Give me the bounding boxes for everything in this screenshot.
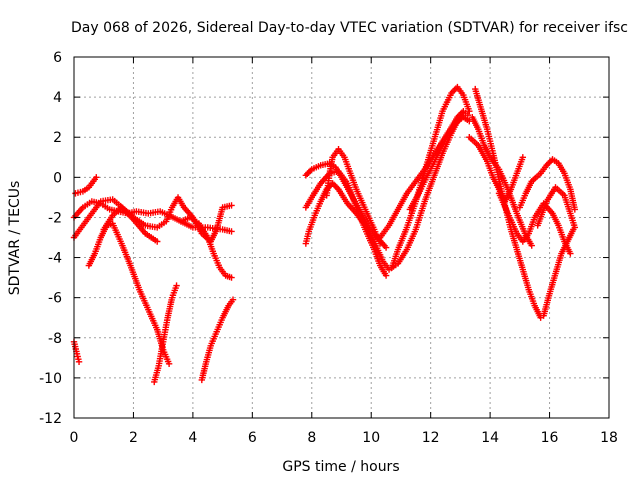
series-trace-7 xyxy=(151,282,180,386)
data-point xyxy=(228,202,235,209)
data-point xyxy=(376,240,384,247)
data-point xyxy=(165,360,173,368)
chart-title: Day 068 of 2026, Sidereal Day-to-day VTE… xyxy=(71,20,628,36)
y-axis-title: SDTVAR / TECUs xyxy=(7,181,23,296)
data-point xyxy=(304,170,311,178)
y-tick-label: 2 xyxy=(53,130,62,146)
axis-ticks: 0 2 4 6 8 10 12 14 16 18 -12 -10 -8 -6 -4 -2 0 2 4 6 xyxy=(39,50,618,446)
data-point xyxy=(567,250,574,257)
x-tick-label: 10 xyxy=(362,430,380,446)
x-tick-label: 0 xyxy=(70,430,79,446)
y-tick-label: -12 xyxy=(39,411,62,427)
data-point xyxy=(173,282,180,289)
data-point xyxy=(154,238,161,245)
y-tick-label: -8 xyxy=(48,331,62,347)
data-point xyxy=(305,169,313,176)
series-trace-9 xyxy=(198,296,237,384)
series-trace-23 xyxy=(534,184,579,231)
x-tick-label: 18 xyxy=(600,430,618,446)
plot-frame xyxy=(73,56,610,419)
series-trace-17 xyxy=(472,85,544,321)
series-layer xyxy=(70,83,579,386)
y-tick-label: 6 xyxy=(53,50,62,66)
y-tick-label: -4 xyxy=(48,251,62,267)
data-point xyxy=(519,154,527,161)
y-tick-label: -2 xyxy=(48,210,62,226)
x-tick-label: 6 xyxy=(248,430,257,446)
data-point xyxy=(544,160,552,167)
data-point xyxy=(528,242,535,249)
series-trace-4 xyxy=(72,174,100,197)
series-trace-16 xyxy=(406,111,467,213)
data-point xyxy=(302,172,310,179)
series-trace-6 xyxy=(100,204,161,245)
x-tick-label: 4 xyxy=(188,430,197,446)
data-point xyxy=(382,244,390,251)
series-trace-1 xyxy=(70,338,83,366)
data-point xyxy=(460,111,467,119)
data-point xyxy=(466,107,473,115)
series-trace-3 xyxy=(70,194,235,245)
series-trace-13 xyxy=(323,146,384,247)
data-point xyxy=(571,206,579,213)
series-trace-8 xyxy=(177,214,235,281)
x-tick-label: 14 xyxy=(481,430,499,446)
y-tick-label: -10 xyxy=(39,371,62,387)
y-tick-label: -6 xyxy=(48,291,62,307)
data-point xyxy=(93,174,100,181)
x-tick-label: 8 xyxy=(307,430,316,446)
y-tick-label: 0 xyxy=(53,170,62,186)
series-trace-5 xyxy=(85,220,173,368)
data-point xyxy=(228,228,235,235)
data-point xyxy=(229,296,237,303)
series-trace-15 xyxy=(388,83,473,271)
data-point xyxy=(228,274,235,281)
data-point xyxy=(382,272,390,279)
data-point xyxy=(330,181,338,189)
x-tick-label: 2 xyxy=(129,430,138,446)
x-tick-label: 12 xyxy=(422,430,440,446)
data-point xyxy=(332,183,339,190)
y-tick-label: 4 xyxy=(53,90,62,106)
x-axis-title: GPS time / hours xyxy=(282,459,399,475)
series-trace-21 xyxy=(516,156,579,213)
x-tick-label: 16 xyxy=(541,430,559,446)
data-point xyxy=(451,86,458,94)
series-trace-22 xyxy=(540,226,577,319)
data-point xyxy=(75,358,83,366)
data-point xyxy=(571,224,579,231)
